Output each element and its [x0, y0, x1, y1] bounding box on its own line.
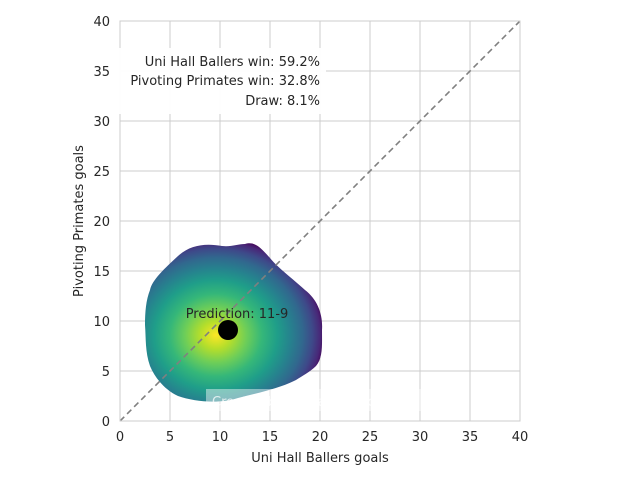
x-tick-label: 10: [212, 430, 229, 445]
y-tick-label: 30: [93, 115, 110, 130]
watermark-background: [206, 389, 428, 411]
x-tick-label: 35: [462, 430, 479, 445]
x-tick-label: 0: [116, 430, 124, 445]
diagonal-reference-line: [119, 20, 521, 422]
outcome-home-win: Uni Hall Ballers win: 59.2%: [145, 55, 320, 70]
axes-frame: [119, 20, 521, 422]
x-tick-label: 20: [312, 430, 329, 445]
y-tick-label: 5: [102, 365, 110, 380]
prediction-point: [218, 320, 238, 340]
y-tick-label: 15: [93, 265, 110, 280]
watermark: Created by Michael Nefiodovas: [206, 389, 428, 411]
outcome-away-win: Pivoting Primates win: 32.8%: [130, 74, 320, 89]
y-tick-label: 25: [93, 165, 110, 180]
x-tick-label: 5: [166, 430, 174, 445]
outcome-box-background: [114, 48, 326, 114]
prediction-label: Prediction: 11-9: [186, 307, 289, 322]
y-tick-labels: 0 5 10 15 20 25 30 35 40: [93, 15, 110, 430]
y-tick-label: 10: [93, 315, 110, 330]
outcome-draw: Draw: 8.1%: [245, 94, 320, 109]
x-tick-label: 30: [412, 430, 429, 445]
outcome-probabilities-box: Uni Hall Ballers win: 59.2% Pivoting Pri…: [114, 48, 326, 114]
x-tick-label: 15: [262, 430, 279, 445]
y-tick-label: 0: [102, 415, 110, 430]
x-tick-label: 40: [512, 430, 529, 445]
y-tick-label: 20: [93, 215, 110, 230]
x-tick-labels: 0 5 10 15 20 25 30 35 40: [116, 430, 528, 445]
x-axis-label: Uni Hall Ballers goals: [251, 451, 389, 466]
watermark-text: Created by Michael Nefiodovas: [212, 395, 414, 410]
y-axis-label: Pivoting Primates goals: [72, 145, 87, 297]
y-tick-label: 40: [93, 15, 110, 30]
x-tick-label: 25: [362, 430, 379, 445]
axes-border: [119, 20, 521, 422]
y-tick-label: 35: [93, 65, 110, 80]
